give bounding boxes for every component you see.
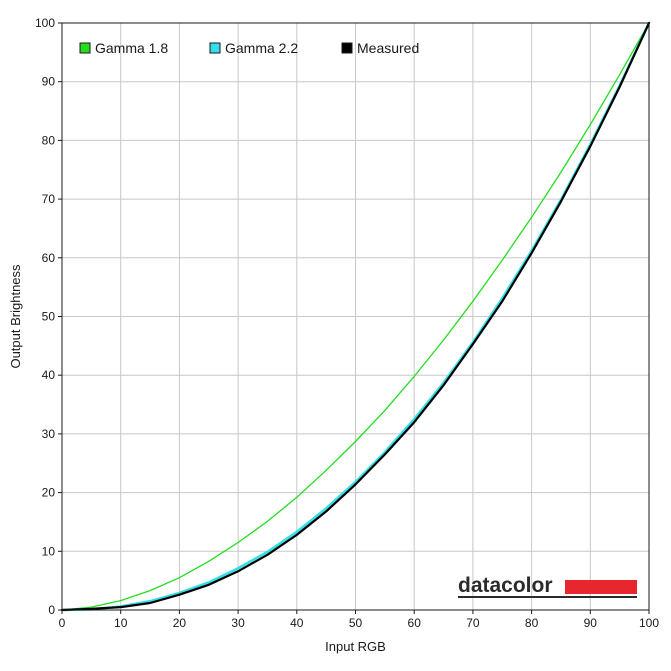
y-tick-label: 70 — [42, 192, 56, 206]
x-tick-label: 100 — [639, 616, 659, 630]
y-axis-ticks: 0 10 20 30 40 50 60 70 80 90 100 — [35, 16, 62, 617]
y-tick-label: 100 — [35, 16, 55, 30]
series-lines — [60, 21, 651, 612]
legend: Gamma 1.8 Gamma 2.2 Measured — [79, 40, 419, 56]
series-line-measured — [60, 21, 651, 612]
x-tick-label: 50 — [349, 616, 363, 630]
legend-label: Gamma 2.2 — [225, 40, 298, 56]
x-tick-label: 90 — [584, 616, 598, 630]
legend-label: Measured — [357, 40, 419, 56]
y-tick-label: 20 — [42, 486, 56, 500]
x-tick-label: 0 — [59, 616, 66, 630]
x-axis-ticks: 0 10 20 30 40 50 60 70 80 90 100 — [59, 610, 659, 630]
y-tick-label: 60 — [42, 251, 56, 265]
x-tick-label: 40 — [290, 616, 304, 630]
x-tick-label: 30 — [231, 616, 245, 630]
legend-label: Gamma 1.8 — [95, 40, 168, 56]
y-axis-title: Output Brightness — [8, 264, 23, 369]
legend-swatch — [209, 42, 221, 54]
y-tick-label: 50 — [42, 310, 56, 324]
y-tick-label: 80 — [42, 133, 56, 147]
logo-red-bar — [565, 580, 637, 594]
datacolor-logo: datacolor — [458, 574, 637, 598]
y-tick-label: 0 — [48, 603, 55, 617]
logo-text: datacolor — [458, 574, 553, 597]
x-tick-label: 80 — [525, 616, 539, 630]
y-tick-label: 30 — [42, 427, 56, 441]
y-tick-label: 10 — [42, 544, 56, 558]
series-line-gamma-1-8 — [61, 22, 650, 611]
x-tick-label: 20 — [173, 616, 187, 630]
y-tick-label: 40 — [42, 368, 56, 382]
legend-swatch — [341, 42, 353, 54]
y-tick-label: 90 — [42, 75, 56, 89]
x-tick-label: 10 — [114, 616, 128, 630]
legend-swatch — [79, 42, 91, 54]
grid — [61, 22, 650, 611]
logo-underline — [458, 596, 637, 598]
x-tick-label: 70 — [466, 616, 480, 630]
x-axis-title: Input RGB — [325, 639, 386, 654]
x-tick-label: 60 — [408, 616, 422, 630]
